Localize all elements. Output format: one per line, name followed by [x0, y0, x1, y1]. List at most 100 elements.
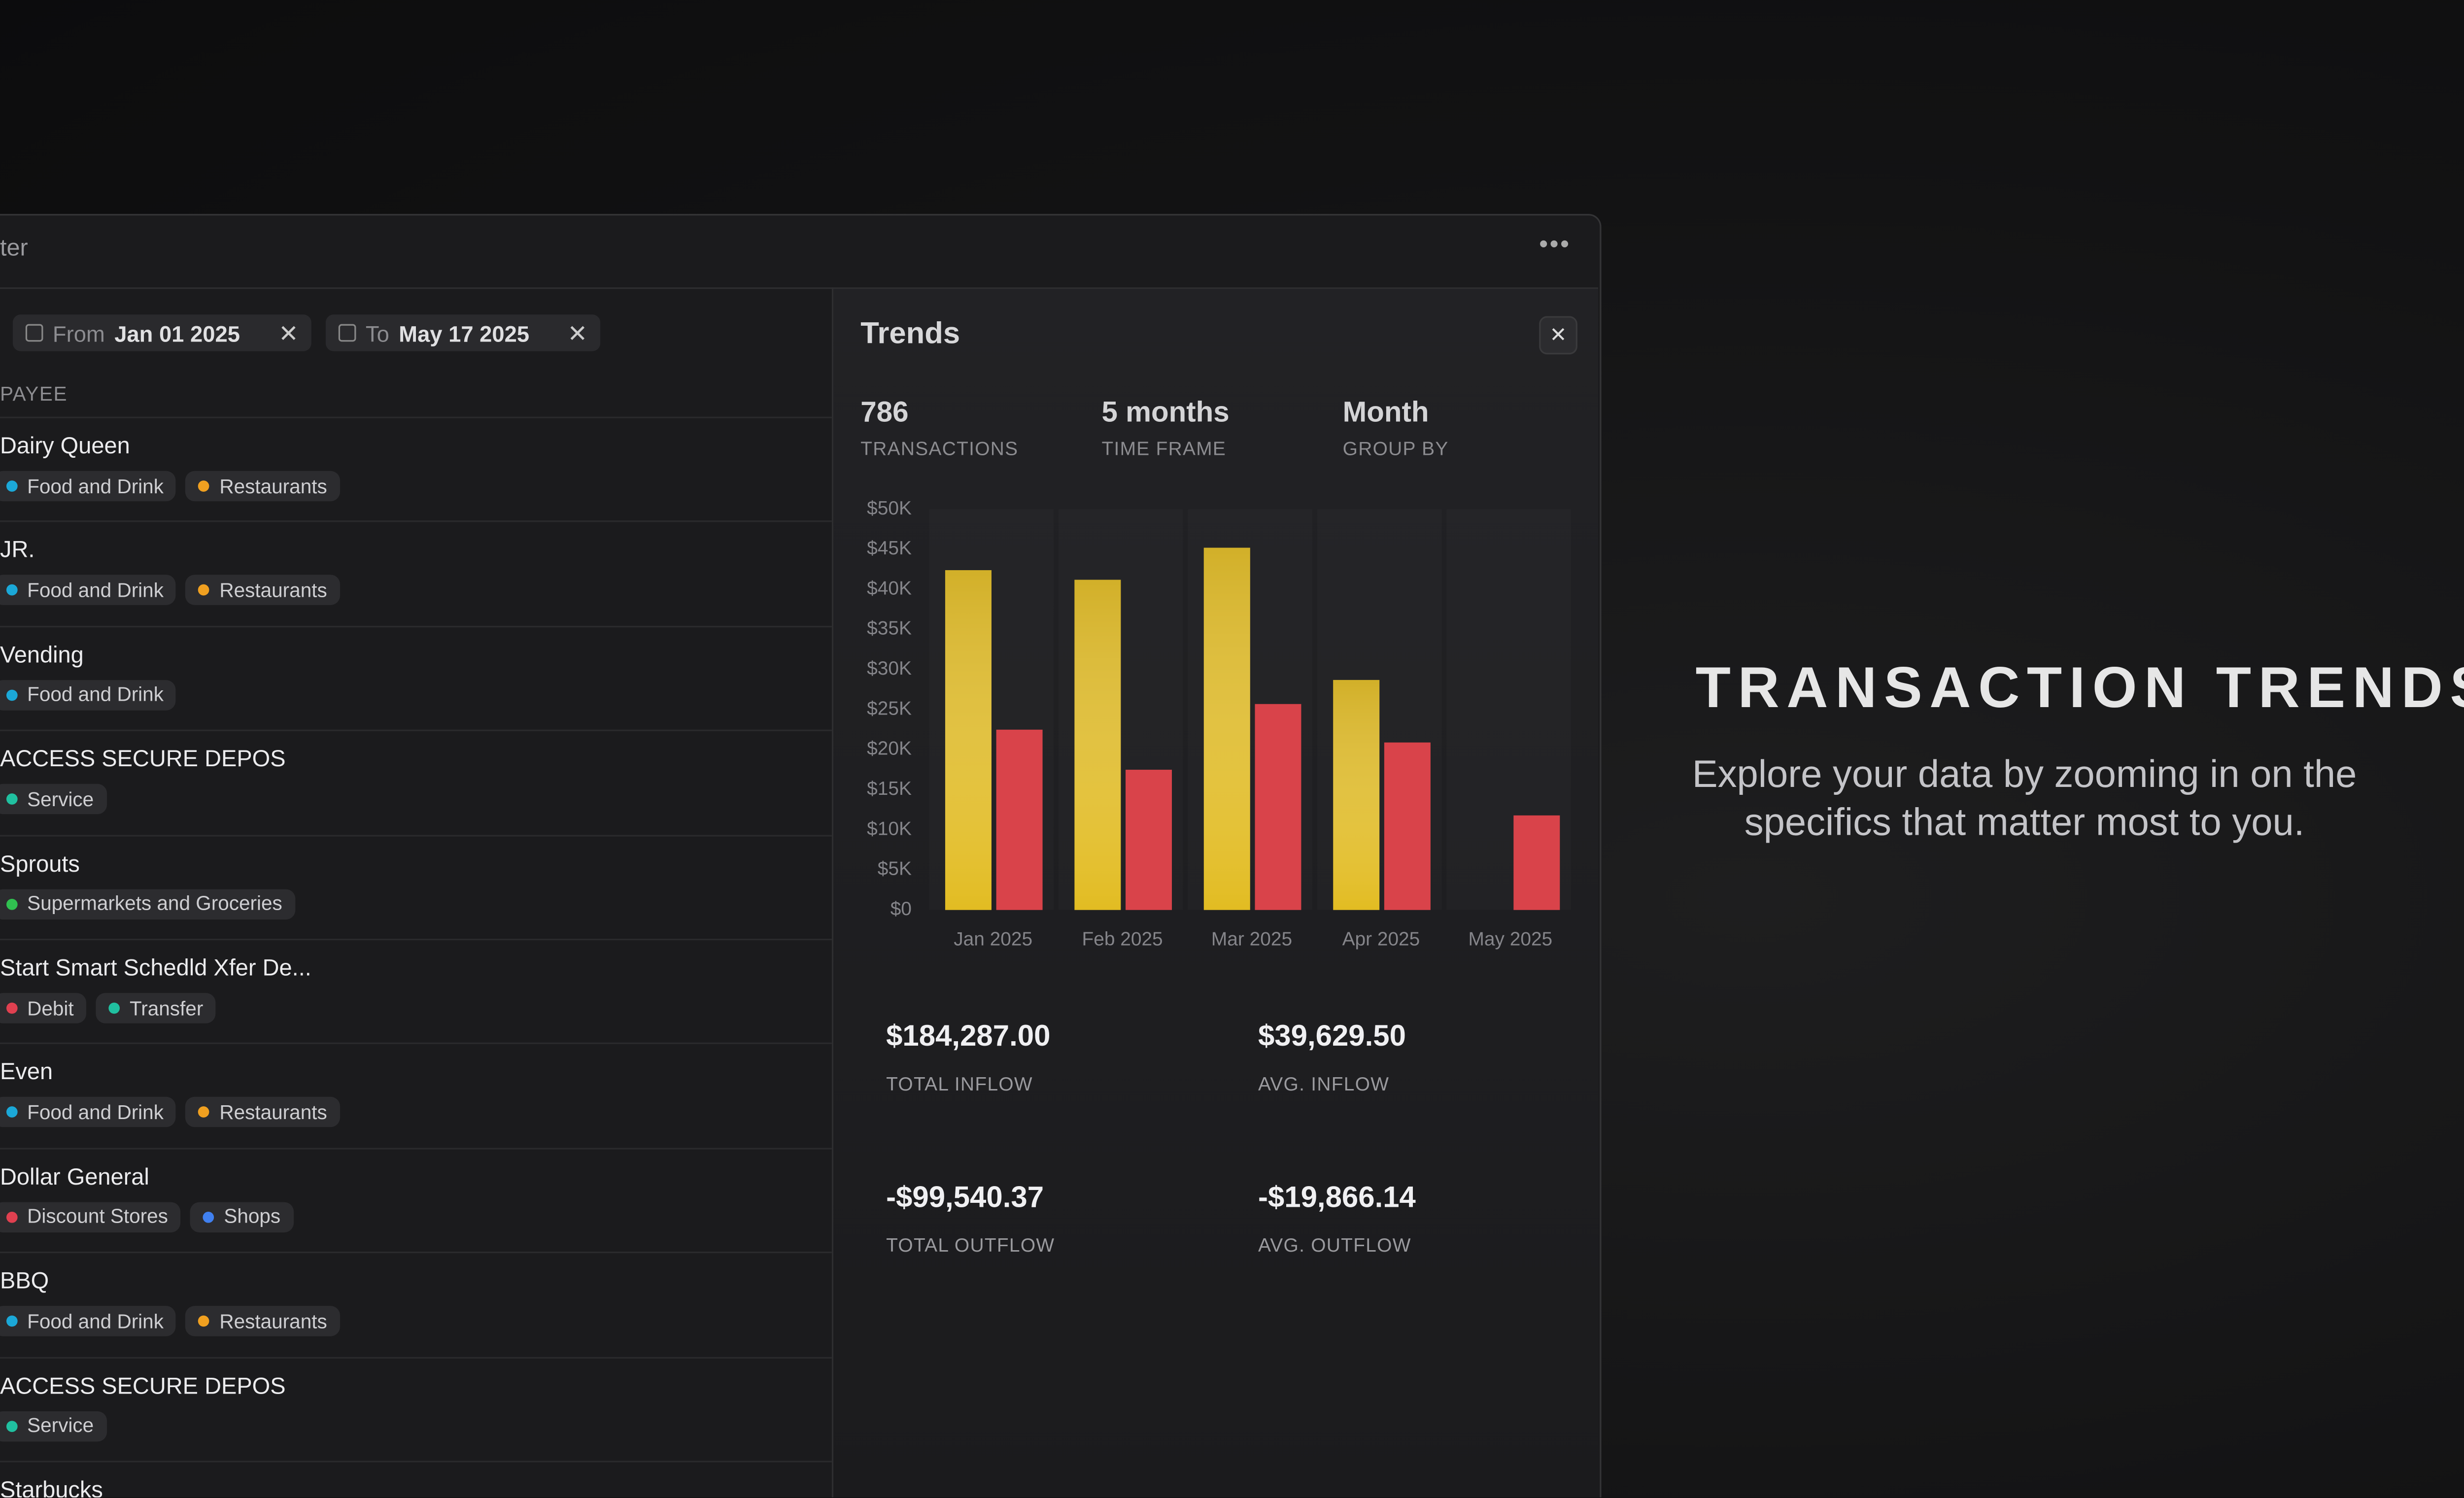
payee-name[interactable]: Start Smart Schedld Xfer De... [0, 956, 311, 982]
payee-name[interactable]: BBQ [0, 1269, 49, 1295]
stat-value: 786 [860, 396, 909, 428]
summary-label: AVG. INFLOW [1258, 1073, 1390, 1095]
payee-name[interactable]: ACCESS SECURE DEPOS [0, 1374, 286, 1399]
y-tick-label: $35K [867, 618, 912, 639]
tag: Food and Drink [0, 680, 176, 711]
tag-label: Transfer [130, 997, 204, 1020]
stat-value: Month [1342, 396, 1429, 428]
calendar-icon [338, 324, 356, 342]
tag-dot [6, 1211, 18, 1223]
bar-shade [1074, 579, 1121, 910]
tag-dot [6, 585, 18, 596]
row-divider [0, 939, 832, 941]
tag-label: Debit [27, 997, 74, 1020]
tag-row: Food and Drink Restaurants [0, 1306, 340, 1337]
column-header: PAYEE [0, 383, 68, 406]
stat-label: GROUP BY [1342, 437, 1449, 460]
y-tick-label: $45K [867, 538, 912, 559]
tag-dot [199, 1107, 210, 1119]
payee-name[interactable]: ACCESS SECURE DEPOS [0, 747, 286, 773]
tag-label: Restaurants [219, 1310, 327, 1333]
filter-label: To [365, 320, 389, 346]
tag-label: Shops [224, 1206, 281, 1228]
tag-dot [6, 1002, 18, 1014]
tag: Shops [190, 1201, 294, 1232]
payee-name[interactable]: Dairy Queen [0, 434, 130, 460]
payee-name[interactable]: Even [0, 1060, 53, 1087]
tag-dot [6, 1420, 18, 1431]
tag: Supermarkets and Groceries [0, 888, 295, 919]
divider [831, 287, 834, 1498]
bar-shade [1203, 547, 1250, 910]
stat-label: TIME FRAME [1101, 437, 1227, 460]
bar [1513, 815, 1560, 910]
y-tick-label: $25K [867, 698, 912, 719]
tag-label: Food and Drink [27, 1310, 164, 1333]
tag-label: Restaurants [219, 475, 327, 498]
payee-name[interactable]: Sprouts [0, 851, 80, 878]
tag-label: Discount Stores [27, 1206, 168, 1228]
stat-value: 5 months [1101, 396, 1230, 428]
tag-dot [6, 793, 18, 805]
summary-label: AVG. OUTFLOW [1258, 1233, 1411, 1256]
row-divider [0, 521, 832, 523]
remove-filter[interactable]: ✕ [278, 320, 299, 347]
tag-dot [6, 480, 18, 492]
tag-dot [6, 1107, 18, 1119]
tag: Restaurants [186, 1097, 340, 1128]
summary-value: -$19,866.14 [1258, 1179, 1416, 1213]
promo-subtitle-line: Explore your data by zooming in on the [1692, 753, 2357, 797]
filter-chip: To May 17 2025 ✕ [325, 314, 601, 351]
payee-name[interactable]: Starbucks [0, 1478, 103, 1498]
tag-label: Food and Drink [27, 579, 164, 602]
stat-label: TRANSACTIONS [860, 437, 1019, 460]
promo-subtitle-line: specifics that matter most to you. [1744, 801, 2305, 845]
row-divider [0, 1147, 832, 1149]
filter-value: May 17 2025 [399, 320, 530, 346]
tag: Restaurants [186, 471, 340, 502]
y-tick-label: $20K [867, 738, 912, 759]
row-divider [0, 1252, 832, 1254]
panel-title: Trends [860, 317, 960, 351]
row-divider [0, 730, 832, 732]
y-tick-label: $50K [867, 498, 912, 519]
tag-row: Food and Drink Restaurants [0, 1097, 340, 1128]
payee-name[interactable]: Vending [0, 643, 84, 669]
tag-row: Food and Drink Restaurants [0, 471, 340, 502]
tag: Debit [0, 993, 87, 1023]
bar [1126, 770, 1172, 910]
tag-dot [203, 1211, 214, 1223]
tag-dot [199, 1316, 210, 1327]
x-tick-label: Apr 2025 [1342, 929, 1420, 950]
row-divider [0, 416, 832, 418]
close-button[interactable]: ✕ [1539, 316, 1577, 355]
remove-filter[interactable]: ✕ [567, 320, 588, 347]
row-divider [0, 1461, 832, 1463]
tag: Discount Stores [0, 1201, 181, 1232]
tag: Service [0, 784, 107, 815]
tag-row: Debit Transfer [0, 993, 216, 1023]
filter-label: From [52, 320, 105, 346]
tag-label: Restaurants [219, 579, 327, 602]
tag-dot [6, 689, 18, 701]
tag-dot [6, 898, 18, 910]
tag-row: Food and Drink [0, 680, 176, 711]
x-tick-label: May 2025 [1469, 929, 1553, 950]
tag: Service [0, 1410, 107, 1441]
tag: Food and Drink [0, 575, 176, 606]
tag-label: Food and Drink [27, 1101, 164, 1124]
calendar-icon [25, 324, 43, 342]
filter-value: Jan 01 2025 [114, 320, 240, 346]
payee-name[interactable]: JR. [0, 539, 35, 564]
tag-row: Food and Drink Restaurants [0, 575, 340, 606]
tag-label: Service [27, 1414, 94, 1437]
bar [996, 729, 1043, 910]
payee-name[interactable]: Dollar General [0, 1165, 149, 1191]
x-tick-label: Jan 2025 [954, 929, 1032, 950]
y-tick-label: $15K [867, 778, 912, 799]
more-button[interactable]: ••• [1539, 231, 1571, 259]
tag-label: Food and Drink [27, 683, 164, 706]
